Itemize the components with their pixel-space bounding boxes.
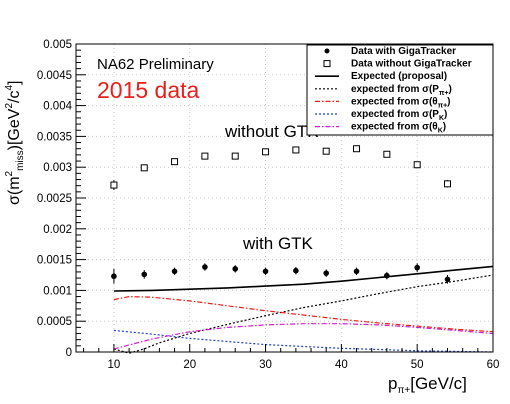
- data-point: [141, 271, 148, 278]
- data-point: [171, 158, 179, 166]
- x-tick-label: 50: [411, 359, 424, 371]
- legend-entry: expected from σ(θK): [315, 122, 446, 135]
- data-point: [110, 181, 118, 189]
- annotation-without-gtk: without GTK: [224, 122, 319, 141]
- series-line: [113, 329, 494, 353]
- data-point: [322, 147, 330, 155]
- legend-label: Data without GigaTracker: [351, 59, 472, 70]
- x-axis-label: pπ+[GeV/c]: [388, 374, 467, 396]
- legend-label: expected from σ(PK): [351, 109, 447, 122]
- y-tick-label: 0.0005: [37, 316, 72, 328]
- y-axis-label: σ(m2miss)[GeV2/c4]: [4, 81, 26, 205]
- data-point: [353, 268, 360, 275]
- data-point: [262, 268, 269, 275]
- data-point: [140, 164, 148, 172]
- x-tick-label: 20: [183, 359, 196, 371]
- svg-text:σ(m2miss)[GeV2/c4]: σ(m2miss)[GeV2/c4]: [4, 81, 26, 205]
- legend-entry: Data with GigaTracker: [324, 46, 456, 57]
- data-point: [444, 276, 451, 283]
- legend-entry: expected from σ(θπ+): [315, 96, 451, 109]
- data-point: [201, 152, 209, 160]
- y-tick-label: 0: [66, 347, 72, 359]
- series-0: [111, 263, 451, 284]
- legend-label: expected from σ(θπ+): [351, 96, 451, 109]
- legend-marker: [323, 60, 331, 68]
- data-point: [383, 150, 391, 158]
- x-tick-label: 10: [108, 359, 121, 371]
- data-point: [353, 145, 361, 153]
- data-year-label: 2015 data: [97, 77, 200, 103]
- data-point: [232, 266, 239, 272]
- legend-entry: Expected (proposal): [315, 71, 447, 82]
- series-layer: [110, 145, 494, 354]
- data-point: [111, 273, 117, 280]
- data-point: [171, 268, 178, 275]
- legend-label: Data with GigaTracker: [351, 46, 456, 57]
- x-tick-label: 60: [487, 359, 500, 371]
- legend-entry: expected from σ(Pπ+): [315, 84, 452, 97]
- legend-label: Expected (proposal): [351, 71, 447, 82]
- legend-entry: Data without GigaTracker: [323, 59, 472, 70]
- data-point: [414, 264, 420, 271]
- legend-label: expected from σ(θK): [351, 122, 446, 135]
- series-3: [113, 274, 494, 354]
- series-line: [113, 295, 494, 333]
- legend: Data with GigaTracker Data without GigaTr…: [306, 44, 494, 136]
- data-point: [262, 148, 270, 156]
- legend-entry: expected from σ(PK): [315, 109, 447, 122]
- y-tick-label: 0.0015: [37, 255, 72, 267]
- y-tick-label: 0.001: [43, 285, 72, 297]
- x-tick-label: 30: [259, 359, 272, 371]
- series-2: [113, 265, 494, 292]
- data-point: [231, 152, 239, 160]
- series-6: [113, 323, 494, 350]
- x-tick-label: 40: [335, 359, 348, 371]
- y-tick-label: 0.002: [43, 224, 72, 236]
- series-4: [113, 295, 494, 333]
- data-point: [444, 180, 452, 188]
- preliminary-label: NA62 Preliminary: [97, 56, 214, 73]
- y-tick-label: 0.0025: [37, 193, 72, 205]
- data-point: [202, 264, 208, 270]
- y-tick-label: 0.004: [43, 101, 72, 113]
- annotation-with-gtk: with GTK: [242, 234, 314, 253]
- series-5: [113, 329, 494, 353]
- legend-marker: [324, 48, 330, 54]
- data-point: [323, 270, 330, 276]
- y-tick-label: 0.005: [43, 39, 72, 51]
- series-line: [113, 274, 494, 354]
- data-point: [413, 161, 421, 169]
- series-line: [113, 323, 494, 350]
- legend-box: [306, 44, 494, 136]
- data-point: [292, 146, 300, 154]
- axis-ticks: 10 20 30 40 50 60 0 0.0005 0.001 0.0015 0.002 0.002…: [37, 39, 500, 371]
- data-point: [293, 267, 299, 274]
- y-tick-label: 0.0045: [37, 70, 72, 82]
- series-line: [113, 265, 494, 292]
- series-1: [110, 145, 452, 190]
- legend-label: expected from σ(Pπ+): [351, 84, 452, 97]
- y-tick-label: 0.003: [43, 162, 72, 174]
- y-tick-label: 0.0035: [37, 131, 72, 143]
